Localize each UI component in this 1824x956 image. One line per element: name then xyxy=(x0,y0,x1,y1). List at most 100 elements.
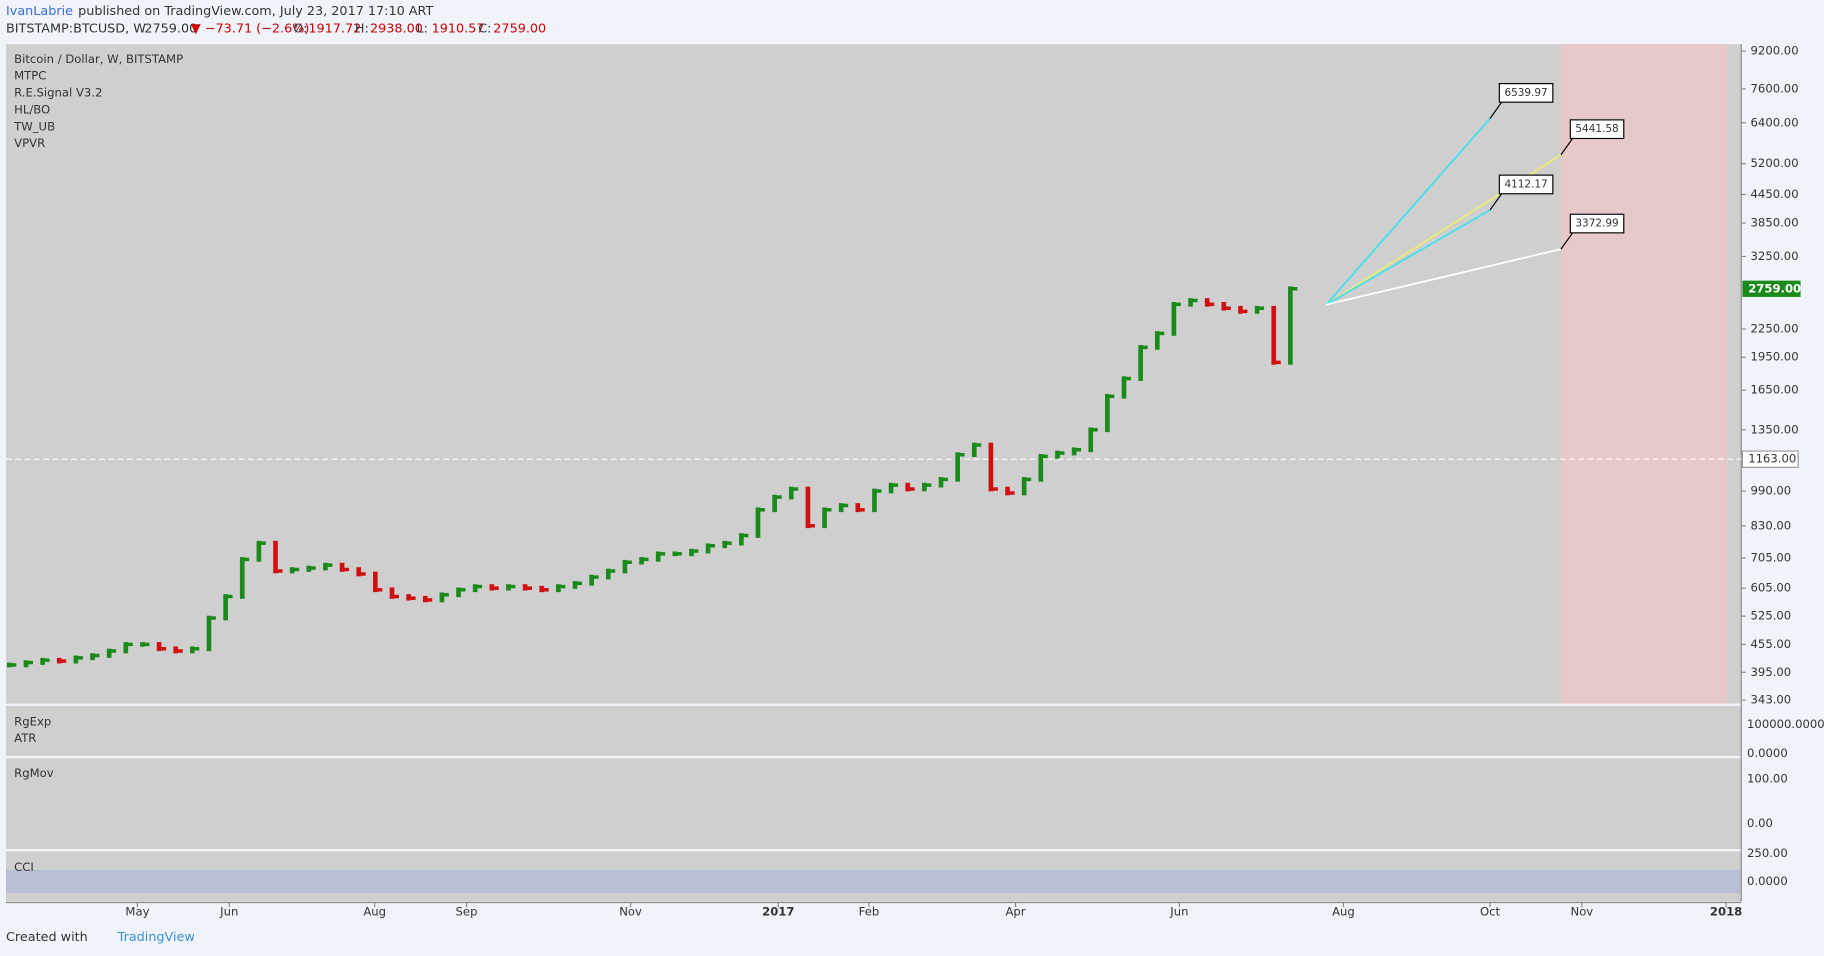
price-bar xyxy=(1221,301,1227,311)
x-tick-label: 2017 xyxy=(762,904,794,918)
symbol: BITSTAMP:BTCUSD, W xyxy=(6,22,146,37)
price-bar xyxy=(988,442,994,492)
y-tick-label: 1950.00 xyxy=(1751,350,1799,364)
legend-item: HL/BO xyxy=(14,102,50,116)
last: 2759.00 xyxy=(144,22,197,37)
price-bar xyxy=(1288,286,1293,365)
y-tick-label: 605.00 xyxy=(1751,581,1792,595)
price-bar xyxy=(339,562,345,572)
legend-item: R.E.Signal V3.2 xyxy=(14,86,102,100)
ohlc-value: 1917.72 xyxy=(308,22,361,37)
price-bar xyxy=(373,571,378,593)
price-bar xyxy=(605,568,611,580)
ohlc-readout: O: 1917.72H: 2938.00L: 1910.57C: 2759.00 xyxy=(293,22,546,37)
ohlc-key: O: xyxy=(293,22,307,37)
y-tick-label: 5200.00 xyxy=(1751,156,1799,170)
legend: Bitcoin / Dollar, W, BITSTAMP MTPC R.E.Sig… xyxy=(13,52,183,150)
x-tick-label: Jun xyxy=(219,904,238,918)
price-bar xyxy=(456,587,461,598)
atr-pane xyxy=(6,705,1742,756)
target-box xyxy=(1498,174,1554,195)
last-price-label: 2759.00 xyxy=(1748,281,1801,295)
panel-tick: 0.0000 xyxy=(1747,874,1788,888)
published: published on TradingView.com, July 23, 2… xyxy=(78,4,433,19)
target-pointer xyxy=(1489,193,1503,211)
price-bar xyxy=(439,592,445,603)
y-tick-label: 830.00 xyxy=(1751,518,1792,532)
price-bar xyxy=(788,486,794,500)
y-tick-label: 343.00 xyxy=(1751,693,1792,707)
price-bar xyxy=(705,543,711,554)
panel-label: RgExp xyxy=(14,715,51,729)
y-tick-label: 455.00 xyxy=(1751,637,1792,651)
price-bar xyxy=(589,574,594,586)
x-tick-label: May xyxy=(125,904,149,918)
ohlc-value: 1910.57 xyxy=(432,22,485,37)
target-label: 4112.17 xyxy=(1504,178,1547,190)
price-pane xyxy=(6,44,1742,704)
x-tick-label: Aug xyxy=(363,904,386,918)
price-bar xyxy=(822,507,827,529)
target-pointer xyxy=(1560,138,1574,156)
price-bar xyxy=(855,503,861,513)
ohlc-key: L: xyxy=(417,22,428,37)
price-bar xyxy=(256,540,262,562)
future-zone xyxy=(1560,44,1728,704)
price-bar xyxy=(1204,298,1210,307)
price-bar xyxy=(1154,331,1160,350)
panel-label: CCI xyxy=(14,860,34,874)
price-bar xyxy=(23,660,29,668)
y-tick-label: 990.00 xyxy=(1751,484,1792,498)
price-bar xyxy=(622,559,628,574)
panels: RgExp ATR 100000.0000 0.0000 RgMov 100.00 0.00… xyxy=(14,715,1824,888)
rgmov-pane xyxy=(6,758,1742,850)
author: IvanLabrie xyxy=(6,4,73,19)
price-bar xyxy=(106,648,112,658)
target-label: 3372.99 xyxy=(1575,218,1618,230)
x-tick-label: Jun xyxy=(1169,904,1188,918)
y-tick-label: 2250.00 xyxy=(1751,322,1799,336)
y-tick-label: 705.00 xyxy=(1751,550,1792,564)
price-bar xyxy=(755,507,761,538)
last-price-tag xyxy=(1742,280,1801,297)
cci-band xyxy=(6,869,1742,894)
footer-text: Created with xyxy=(6,930,88,945)
price-bar xyxy=(739,533,744,546)
target-box xyxy=(1569,213,1625,234)
target-box xyxy=(1498,83,1554,103)
price-bar xyxy=(1271,305,1277,365)
price-bar xyxy=(123,642,129,654)
price-bar xyxy=(239,557,245,599)
target-pointer xyxy=(1489,101,1503,119)
price-bar xyxy=(223,594,228,621)
y-tick-label: 9200.00 xyxy=(1751,44,1799,58)
price-bar xyxy=(1038,454,1044,482)
price-bar xyxy=(1121,376,1127,399)
target-box xyxy=(1569,119,1625,140)
price-bar xyxy=(888,482,894,494)
x-tick-label: Feb xyxy=(859,904,880,918)
panel-label: ATR xyxy=(14,731,36,745)
y-tick-label: 7600.00 xyxy=(1751,81,1799,95)
price-bar xyxy=(922,482,927,492)
price-bar xyxy=(971,442,977,458)
price-bar xyxy=(1088,427,1094,453)
price-bar xyxy=(140,642,145,647)
y-tick-label: 1350.00 xyxy=(1751,422,1799,436)
x-tick-label: Aug xyxy=(1332,904,1355,918)
price-bar xyxy=(772,494,777,513)
panel-tick: 100.00 xyxy=(1747,772,1788,786)
price-bar xyxy=(955,452,960,482)
ohlc-value: 2938.00 xyxy=(370,22,423,37)
x-tick-label: Sep xyxy=(456,904,478,918)
panel-tick: 100000.0000 xyxy=(1747,717,1824,731)
y-tick-label: 3850.00 xyxy=(1751,216,1799,230)
price-bar xyxy=(872,488,877,513)
price-bar xyxy=(273,540,278,574)
ohlc-value: 2759.00 xyxy=(493,22,546,37)
x-tick-label: Nov xyxy=(1570,904,1593,918)
price-bar xyxy=(206,615,212,652)
y-tick-label: 525.00 xyxy=(1751,609,1792,623)
